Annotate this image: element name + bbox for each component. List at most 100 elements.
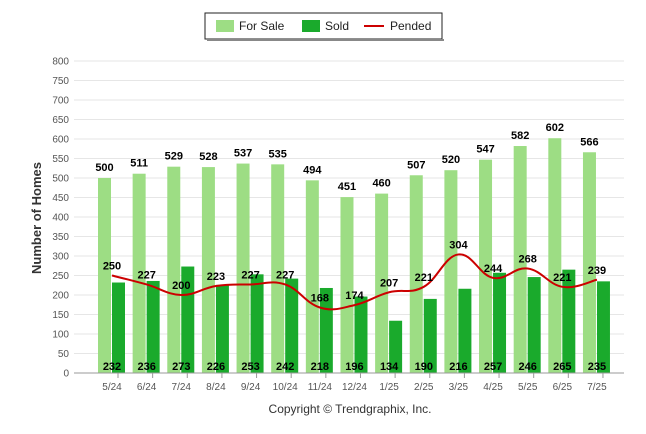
for-sale-bar — [479, 159, 493, 373]
pended-value-label: 221 — [415, 272, 433, 284]
pended-value-label: 227 — [241, 269, 259, 281]
for-sale-bar — [98, 178, 111, 373]
legend-label-pended: Pended — [390, 19, 431, 33]
sold-value-label: 216 — [449, 361, 467, 373]
sold-bar — [493, 272, 507, 373]
legend-box — [204, 12, 443, 40]
for-sale-bar — [167, 166, 181, 373]
y-tick-label: 600 — [52, 135, 69, 146]
for-sale-value-label: 602 — [546, 122, 564, 134]
for-sale-bar — [201, 167, 215, 373]
pended-line — [111, 253, 598, 311]
sold-value-label: 226 — [207, 361, 225, 373]
sold-bar — [458, 288, 472, 373]
sold-bar — [112, 282, 125, 373]
for-sale-value-label: 528 — [199, 151, 217, 163]
sold-value-label: 246 — [519, 361, 537, 373]
y-tick-label: 550 — [52, 154, 69, 165]
for-sale-value-label: 582 — [511, 130, 529, 142]
sold-value-label: 235 — [588, 361, 606, 373]
y-tick-label: 650 — [52, 115, 69, 126]
y-tick-label: 700 — [52, 96, 69, 107]
y-tick-label: 400 — [52, 213, 69, 224]
for-sale-value-label: 547 — [476, 144, 494, 156]
sold-bar — [354, 296, 368, 373]
sold-bar — [250, 274, 264, 373]
for-sale-bar — [582, 152, 596, 373]
for-sale-value-label: 494 — [303, 164, 322, 176]
legend-swatch-for-sale — [216, 20, 234, 32]
x-tick-label: 4/25 — [483, 382, 503, 393]
sold-bar — [285, 278, 299, 373]
pended-line-path — [111, 253, 598, 311]
for-sale-value-label: 511 — [130, 158, 148, 170]
x-tick-label: 6/25 — [553, 382, 573, 393]
sold-value-label: 134 — [380, 361, 399, 373]
sold-bar — [596, 281, 610, 373]
x-tick-label: 10/24 — [273, 382, 298, 393]
x-tick-label: 9/24 — [241, 382, 261, 393]
pended-value-label: 174 — [345, 290, 364, 302]
pended-value-label: 168 — [311, 292, 329, 304]
pended-value-label: 221 — [553, 272, 571, 284]
sold-value-label: 242 — [276, 361, 294, 373]
y-tick-label: 800 — [52, 57, 69, 68]
y-tick-label: 450 — [52, 193, 69, 204]
for-sale-bar — [132, 173, 146, 373]
sold-value-label: 273 — [172, 361, 190, 373]
sold-value-label: 265 — [553, 361, 571, 373]
legend-box-shadow — [207, 39, 444, 41]
y-tick-label: 50 — [58, 349, 70, 360]
sold-value-label: 232 — [103, 361, 121, 373]
for-sale-value-label: 451 — [338, 181, 356, 193]
x-tick-label: 1/25 — [379, 382, 399, 393]
sold-value-label: 190 — [415, 361, 433, 373]
legend-swatch-sold — [302, 20, 320, 32]
pended-value-label: 239 — [588, 265, 606, 277]
sold-value-label: 218 — [311, 361, 329, 373]
pended-value-label: 223 — [207, 271, 225, 283]
sold-value-label: 257 — [484, 361, 502, 373]
copyright-text: Copyright © Trendgraphix, Inc. — [269, 402, 432, 416]
for-sale-value-label: 460 — [372, 178, 390, 190]
for-sale-bar — [409, 175, 423, 373]
pended-value-label: 227 — [276, 269, 294, 281]
y-axis-label: Number of Homes — [29, 162, 44, 274]
x-tick-label: 7/25 — [587, 382, 607, 393]
sold-bar — [389, 320, 403, 373]
x-tick-label: 7/24 — [172, 382, 192, 393]
x-tick-label: 3/25 — [449, 382, 469, 393]
sold-value-label: 236 — [137, 361, 155, 373]
sold-bar — [146, 280, 160, 373]
for-sale-bar — [305, 180, 319, 373]
for-sale-value-label: 520 — [442, 154, 460, 166]
for-sale-bar — [513, 146, 527, 373]
y-tick-label: 150 — [52, 310, 69, 321]
for-sale-bar — [375, 193, 389, 373]
sold-bar — [562, 269, 576, 373]
sold-bar — [423, 298, 437, 373]
y-tick-label: 500 — [52, 174, 69, 185]
x-tick-label: 11/24 — [308, 382, 333, 393]
sold-bar — [527, 277, 541, 373]
x-tick-label: 12/24 — [342, 382, 367, 393]
legend-label-sold: Sold — [325, 19, 349, 33]
sold-bar — [215, 284, 229, 373]
for-sale-value-label: 507 — [407, 159, 425, 171]
for-sale-value-label: 537 — [234, 148, 252, 160]
y-tick-label: 350 — [52, 232, 69, 243]
data-labels: 500 232 511 236 529 273 528 226 537 253 535 242 494 2… — [95, 122, 606, 373]
x-tick-label: 5/25 — [518, 382, 538, 393]
for-sale-value-label: 529 — [165, 151, 183, 163]
for-sale-bar — [236, 163, 250, 373]
bars — [98, 138, 610, 373]
y-tick-label: 750 — [52, 76, 69, 87]
sold-value-label: 196 — [345, 361, 363, 373]
axes: 0 50 100 150 200 250 300 350 400 450 500 550 600 650 7… — [52, 57, 624, 393]
y-tick-label: 250 — [52, 271, 69, 282]
y-tick-label: 0 — [63, 369, 69, 380]
pended-value-label: 250 — [103, 261, 121, 273]
x-tick-label: 5/24 — [102, 382, 122, 393]
